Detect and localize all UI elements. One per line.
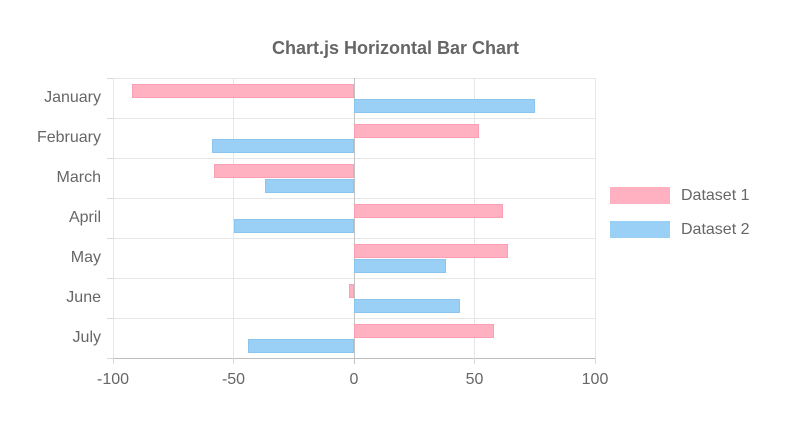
x-axis-tick (353, 358, 355, 364)
y-axis-tick (107, 277, 113, 279)
legend: Dataset 1 Dataset 2 (610, 187, 749, 255)
bar-april-dataset-1[interactable] (354, 204, 504, 218)
x-axis-tick (112, 358, 114, 364)
y-axis-label-july: July (72, 329, 101, 346)
grid-line-vertical (474, 78, 475, 358)
legend-item-dataset-2[interactable]: Dataset 2 (610, 221, 749, 238)
bar-february-dataset-1[interactable] (354, 124, 480, 138)
grid-line-vertical (233, 78, 234, 358)
bar-july-dataset-2[interactable] (247, 339, 354, 353)
bar-march-dataset-1[interactable] (214, 164, 354, 178)
bar-january-dataset-1[interactable] (132, 84, 354, 98)
grid-line-vertical (112, 78, 114, 358)
y-axis-tick (107, 237, 113, 239)
y-axis-tick (107, 357, 113, 359)
x-axis-label-50: 50 (465, 371, 484, 388)
y-axis-tick (107, 117, 113, 119)
legend-label: Dataset 2 (681, 220, 750, 238)
y-axis-label-february: February (36, 129, 101, 146)
y-axis-tick (107, 157, 113, 159)
bar-january-dataset-2[interactable] (354, 99, 535, 113)
chart-title: Chart.js Horizontal Bar Chart (271, 38, 520, 58)
y-axis-label-may: May (70, 249, 101, 266)
zero-line (353, 78, 355, 358)
bar-april-dataset-2[interactable] (233, 219, 354, 233)
y-axis-label-june: June (66, 289, 101, 306)
legend-item-dataset-1[interactable]: Dataset 1 (610, 187, 749, 204)
grid-line-vertical (594, 78, 596, 358)
legend-swatch (610, 187, 670, 204)
y-axis-label-april: April (68, 209, 101, 226)
bar-february-dataset-2[interactable] (211, 139, 354, 153)
legend-swatch (610, 221, 670, 238)
bar-june-dataset-1[interactable] (349, 284, 354, 298)
bar-may-dataset-1[interactable] (354, 244, 509, 258)
y-axis-tick (107, 77, 113, 79)
x-axis-tick (474, 358, 475, 364)
y-axis-tick (107, 197, 113, 199)
y-axis-tick (107, 317, 113, 319)
y-axis-label-march: March (56, 169, 101, 186)
x-axis-label--50: -50 (221, 371, 246, 388)
x-axis-label--100: -100 (96, 371, 130, 388)
bar-march-dataset-2[interactable] (264, 179, 354, 193)
legend-label: Dataset 1 (681, 186, 750, 204)
x-axis-tick (594, 358, 596, 364)
x-axis-tick (233, 358, 234, 364)
x-axis-label-0: 0 (349, 371, 359, 388)
bar-may-dataset-2[interactable] (354, 259, 446, 273)
bar-july-dataset-1[interactable] (354, 324, 494, 338)
bar-june-dataset-2[interactable] (354, 299, 461, 313)
x-axis-label-100: 100 (581, 371, 609, 388)
y-axis-label-january: January (44, 89, 101, 106)
